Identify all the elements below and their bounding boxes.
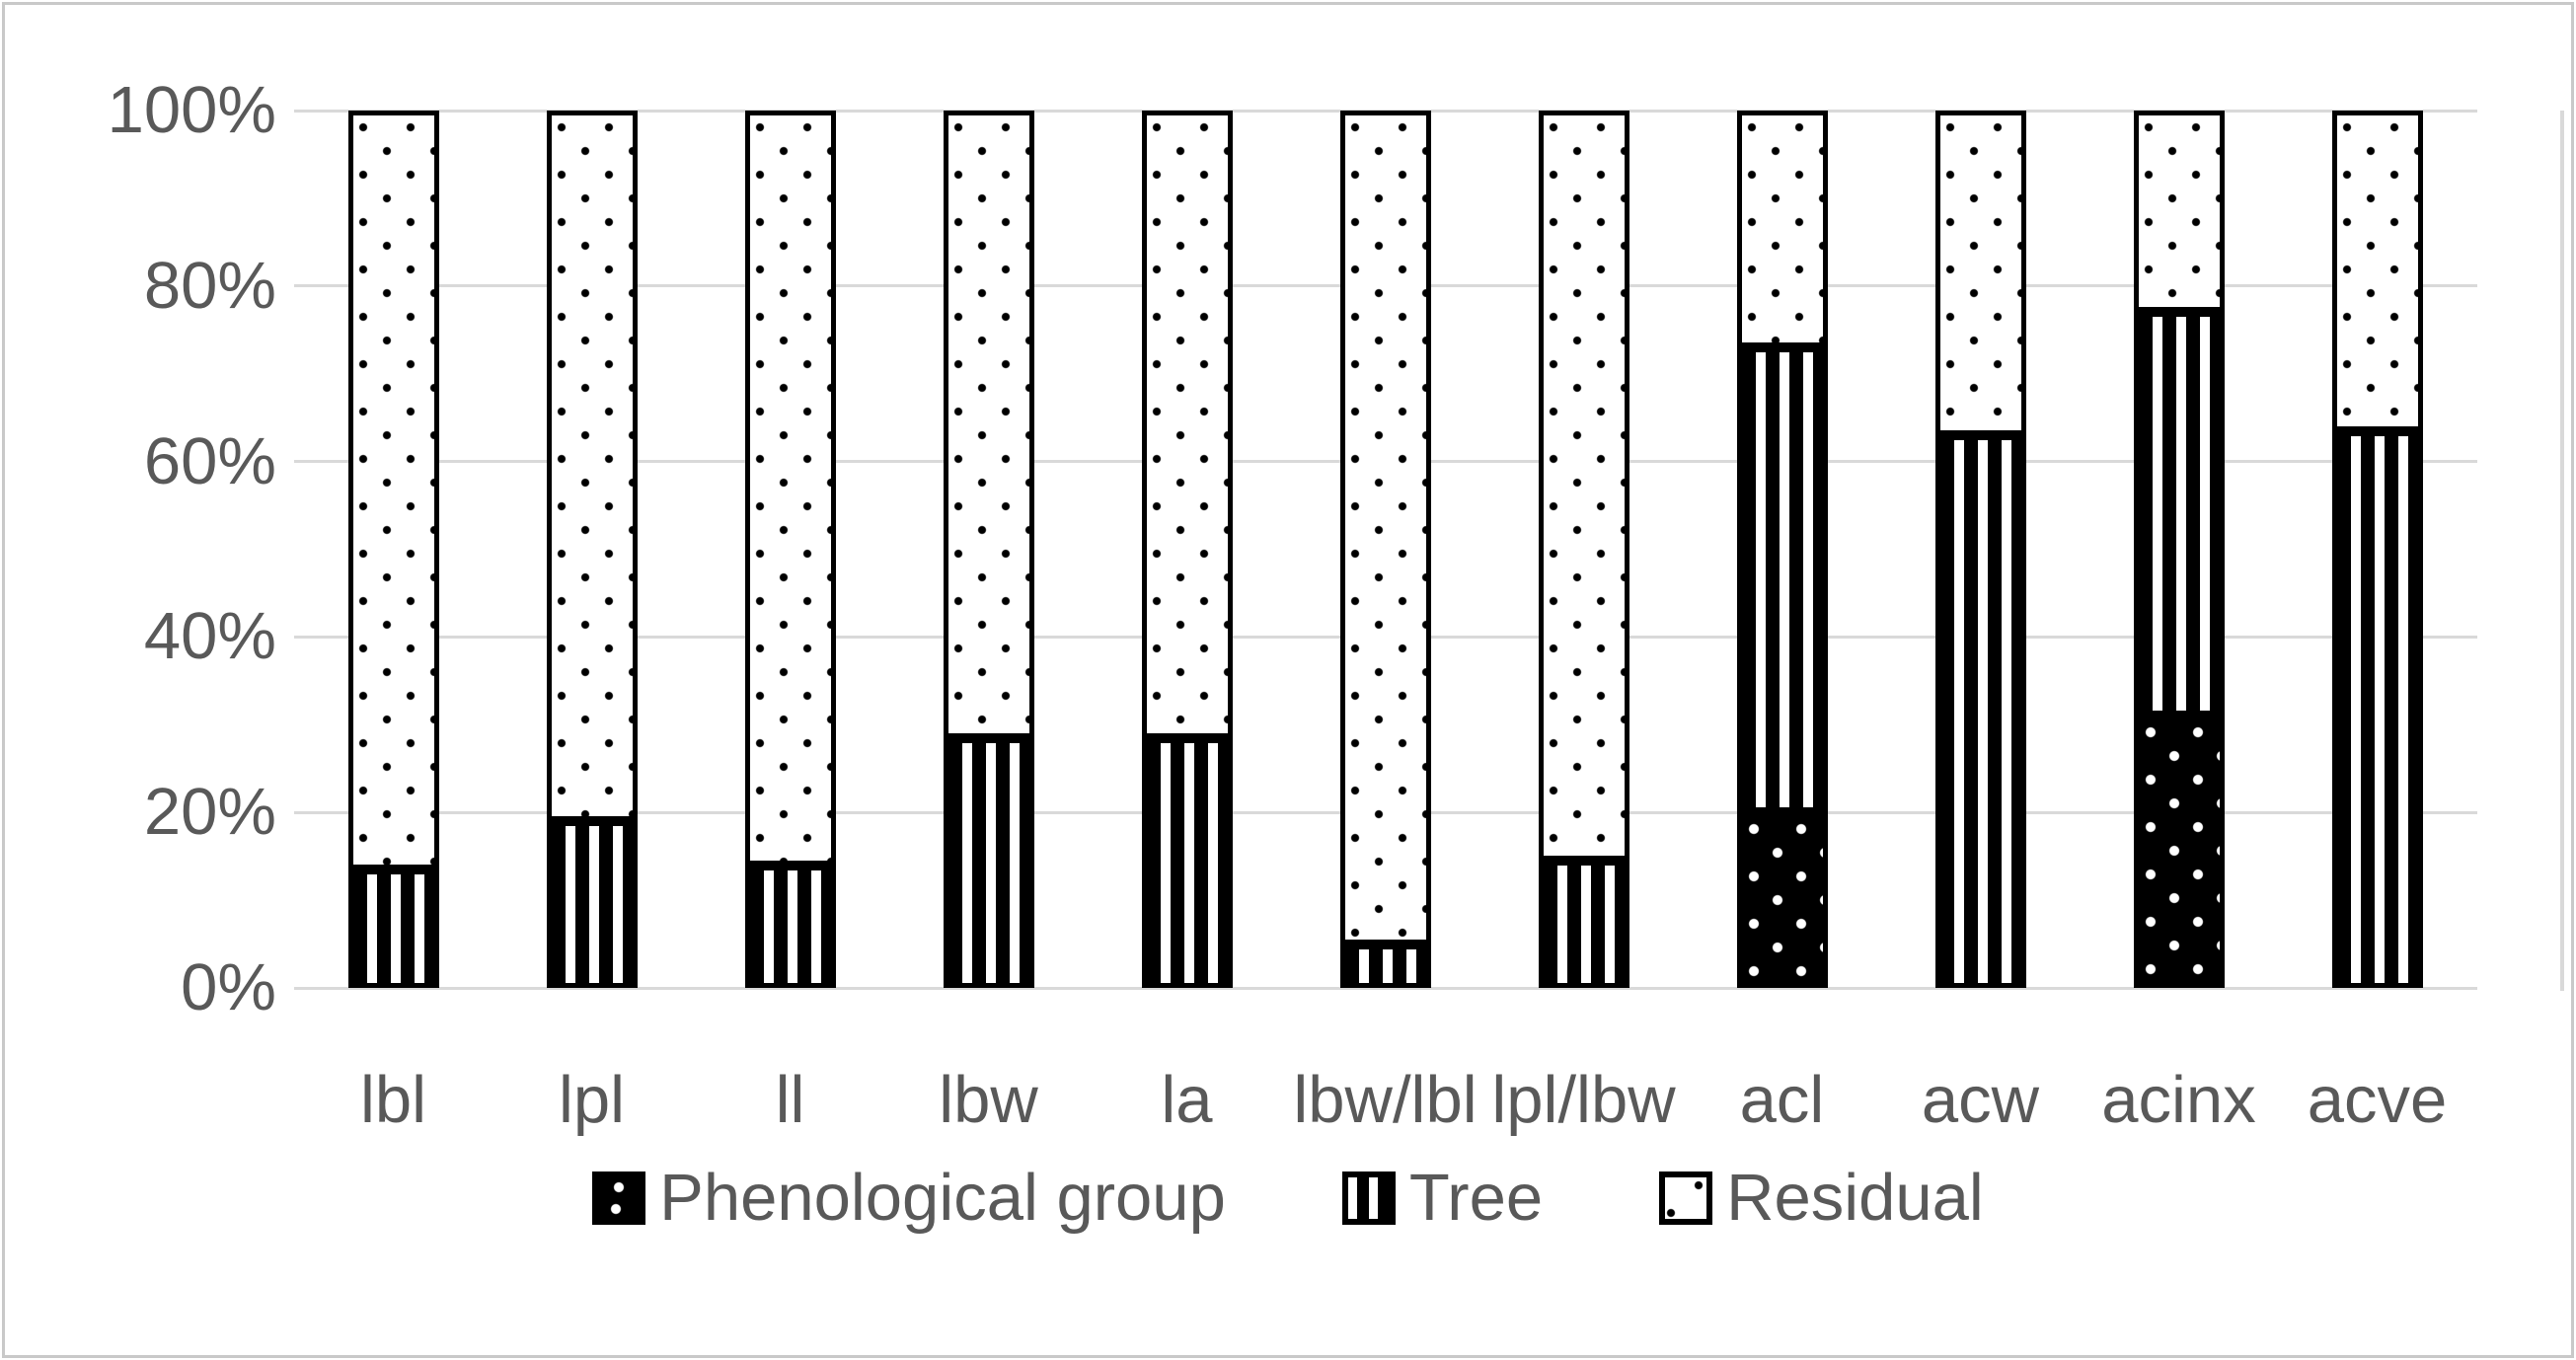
x-tick-label-acl: acl	[1739, 1063, 1825, 1137]
x-tick-label-lbw: lbw	[939, 1063, 1038, 1137]
x-tick-label-ll: ll	[775, 1063, 805, 1137]
bar-segment-residual	[744, 111, 836, 866]
legend-label: Tree	[1408, 1161, 1544, 1235]
x-tick-label-acve: acve	[2307, 1063, 2448, 1137]
bar-slot-la	[1088, 111, 1286, 988]
bar-slot-lpl/lbw	[1484, 111, 1683, 988]
stacked-bar-la	[1141, 111, 1233, 988]
legend-label: Residual	[1726, 1161, 1984, 1235]
x-tick-label-lpl/lbw: lpl/lbw	[1491, 1063, 1676, 1137]
plot-right-border	[2560, 111, 2564, 991]
x-tick-label-lbw/lbl: lbw/lbl	[1293, 1063, 1477, 1137]
bar-segment-tree	[943, 737, 1034, 988]
x-tick-label-acinx: acinx	[2101, 1063, 2256, 1137]
gridline-0	[294, 986, 2477, 990]
y-tick-label: 40%	[143, 599, 276, 674]
legend-marker-white-with-black-dots	[1659, 1171, 1713, 1225]
stacked-bar-acl	[1736, 111, 1828, 988]
stacked-bar-lbl	[347, 111, 439, 988]
bar-segment-residual	[546, 111, 638, 822]
stacked-bar-ll	[744, 111, 836, 988]
bar-segment-residual	[2331, 111, 2423, 431]
x-tick-label-acw: acw	[1921, 1063, 2040, 1137]
y-tick-label: 0%	[181, 950, 276, 1024]
bar-slot-ll	[691, 111, 889, 988]
bar-segment-tree	[744, 865, 836, 988]
y-tick-label: 20%	[143, 775, 276, 850]
bar-segment-residual	[1736, 111, 1828, 348]
bar-segment-residual	[1141, 111, 1233, 738]
bar-slot-acve	[2278, 111, 2476, 988]
y-axis-labels: 0% 20% 40% 60% 80% 100%	[35, 5, 276, 1091]
bar-segment-tree	[2133, 312, 2225, 717]
stacked-bar-lpl/lbw	[1538, 111, 1629, 988]
bar-slot-lbl	[294, 111, 492, 988]
bar-segment-tree	[1736, 347, 1828, 813]
legend-item-residual: Residual	[1659, 1160, 1984, 1236]
y-tick-label: 100%	[107, 73, 276, 147]
stacked-bar-lpl	[546, 111, 638, 988]
bars-layer	[294, 111, 2476, 988]
bar-segment-tree	[1339, 944, 1431, 988]
stacked-bar-acw	[1934, 111, 2026, 988]
bar-slot-acl	[1683, 111, 1881, 988]
bar-segment-residual	[1339, 111, 1431, 944]
bar-segment-tree	[1934, 434, 2026, 988]
stacked-bar-acinx	[2133, 111, 2225, 988]
bar-slot-acw	[1881, 111, 2080, 988]
bar-segment-residual	[1934, 111, 2026, 435]
x-tick-label-lpl: lpl	[558, 1063, 626, 1137]
stacked-bar-acve	[2331, 111, 2423, 988]
legend-marker-black-with-white-dots	[592, 1171, 646, 1225]
legend-marker-black-vertical-stripes	[1341, 1171, 1396, 1225]
bar-segment-residual	[1538, 111, 1629, 862]
legend: Phenological group Tree Residual	[5, 1160, 2571, 1236]
stacked-bar-lbw/lbl	[1339, 111, 1431, 988]
bar-segment-tree	[347, 869, 439, 988]
bar-segment-residual	[943, 111, 1034, 738]
legend-item-phenological-group: Phenological group	[592, 1160, 1226, 1236]
bar-slot-lbw	[889, 111, 1088, 988]
y-tick-label: 60%	[143, 423, 276, 498]
bar-segment-residual	[347, 111, 439, 869]
bar-segment-phenological-group	[2133, 716, 2225, 988]
legend-label: Phenological group	[659, 1161, 1226, 1235]
bar-segment-residual	[2133, 111, 2225, 313]
bar-segment-phenological-group	[1736, 812, 1828, 988]
bar-segment-tree	[546, 821, 638, 988]
bar-slot-lbw/lbl	[1286, 111, 1484, 988]
bar-slot-lpl	[492, 111, 691, 988]
bar-slot-acinx	[2080, 111, 2278, 988]
x-tick-label-lbl: lbl	[359, 1063, 427, 1137]
stacked-bar-lbw	[943, 111, 1034, 988]
x-tick-label-la: la	[1161, 1063, 1213, 1137]
y-tick-label: 80%	[143, 248, 276, 323]
bar-segment-tree	[1141, 737, 1233, 988]
bar-segment-tree	[2331, 430, 2423, 988]
gridline-100	[294, 109, 2477, 113]
legend-item-tree: Tree	[1341, 1160, 1544, 1236]
bar-segment-tree	[1538, 861, 1629, 988]
